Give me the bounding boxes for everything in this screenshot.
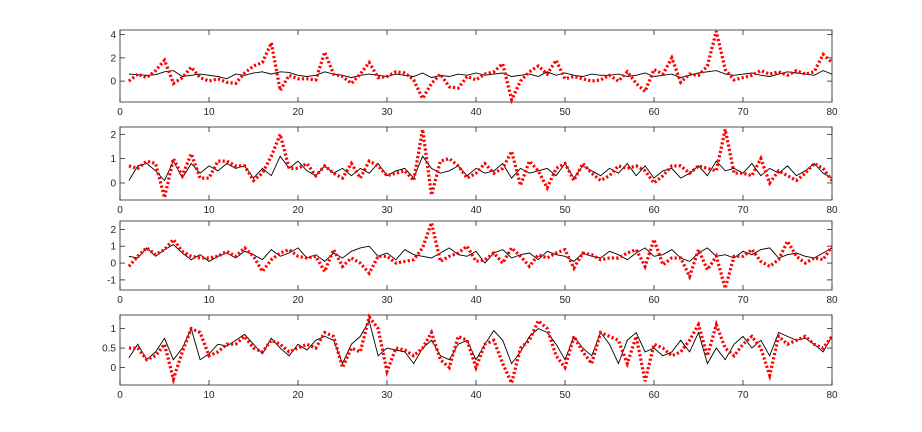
plot-area-2 [119,126,833,201]
x-tick-label: 50 [559,390,571,401]
x-tick-label: 0 [117,390,123,401]
dotted-red-series [128,313,832,387]
x-tick-label: 20 [292,107,304,118]
x-tick-label: 30 [381,107,393,118]
x-tick-label: 80 [826,107,838,118]
x-tick-label: 40 [470,295,482,306]
x-tick-label: 10 [203,390,215,401]
y-tick-label: 4 [110,30,116,41]
x-tick-label: 60 [648,107,660,118]
x-tick-label: 30 [381,390,393,401]
y-tick-label: 0.5 [102,344,116,355]
x-tick-label: 40 [470,107,482,118]
x-tick-label: 80 [826,390,838,401]
y-tick-label: 1 [110,324,116,335]
solid-black-series [128,244,832,264]
subplot-2: 0 10 20 30 40 50 60 70 80 0 1 2 [110,126,838,216]
y-tick-label: 1 [110,154,116,165]
subplot-4: 0 10 20 30 40 50 60 70 80 0 0.5 1 [102,313,838,401]
x-tick-label: 50 [559,107,571,118]
x-tick-label: 20 [292,295,304,306]
x-tick-label: 10 [203,295,215,306]
x-tick-label: 0 [117,205,123,216]
x-tick-label: 70 [737,205,749,216]
x-tick-label: 50 [559,205,571,216]
y-tick-label: 0 [110,178,116,189]
y-tick-label: 2 [110,130,116,141]
x-tick-label: 30 [381,295,393,306]
x-tick-label: 40 [470,390,482,401]
dotted-red-series [127,219,832,292]
x-tick-label: 10 [203,205,215,216]
y-tick-label: -1 [107,275,116,286]
x-tick-label: 70 [737,390,749,401]
plot-area-1 [119,29,833,103]
y-tick-label: 1 [110,242,116,253]
x-tick-label: 80 [826,205,838,216]
y-tick-label: 0 [110,259,116,270]
x-tick-label: 60 [648,205,660,216]
x-tick-label: 80 [826,295,838,306]
x-tick-label: 30 [381,205,393,216]
solid-black-series [128,155,832,182]
plot-area-4 [119,314,833,386]
x-tick-label: 20 [292,205,304,216]
x-tick-label: 20 [292,390,304,401]
y-tick-label: 2 [110,53,116,64]
subplot-1: 0 10 20 30 40 50 60 70 80 0 2 4 [110,29,838,118]
x-tick-label: 40 [470,205,482,216]
plot-area-3 [119,220,833,291]
x-tick-label: 60 [648,390,660,401]
y-tick-label: 0 [110,77,116,88]
x-tick-label: 70 [737,107,749,118]
y-tick-label: 2 [110,225,116,236]
x-tick-label: 60 [648,295,660,306]
x-tick-label: 50 [559,295,571,306]
x-tick-label: 70 [737,295,749,306]
x-tick-label: 10 [203,107,215,118]
y-tick-label: 0 [110,363,116,374]
x-tick-label: 0 [117,295,123,306]
solid-black-series [128,70,832,80]
x-tick-label: 0 [117,107,123,118]
